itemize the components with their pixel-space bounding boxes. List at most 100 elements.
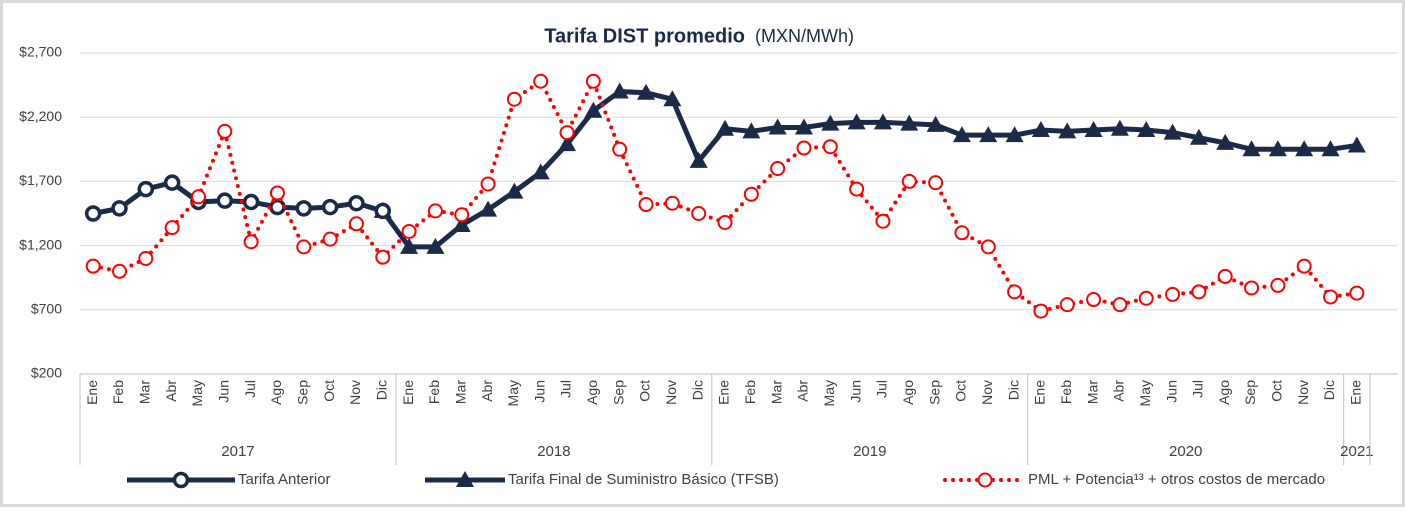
data-point xyxy=(1295,140,1314,157)
data-point xyxy=(1189,128,1208,145)
data-point xyxy=(85,258,101,274)
data-point xyxy=(558,135,577,152)
data-point xyxy=(216,192,234,209)
legend-label: Tarifa Final de Suministro Básico (TFSB) xyxy=(508,471,779,488)
data-point xyxy=(610,82,629,99)
x-tick-label: Dic xyxy=(1321,380,1337,400)
data-point xyxy=(1007,284,1023,300)
data-point xyxy=(664,195,680,211)
data-point xyxy=(1110,119,1129,136)
y-tick-label: $700 xyxy=(31,301,62,317)
data-point xyxy=(1138,290,1154,306)
data-point xyxy=(1191,284,1207,300)
data-point xyxy=(770,161,786,177)
data-point xyxy=(400,237,419,254)
x-tick-label: Ene xyxy=(1032,380,1048,405)
x-tick-label: Dic xyxy=(689,380,705,400)
data-point xyxy=(743,186,759,202)
data-point xyxy=(1268,140,1287,157)
x-tick-label: Abr xyxy=(795,380,811,402)
data-point xyxy=(1058,122,1077,139)
data-point xyxy=(794,118,813,135)
x-tick-label: Oct xyxy=(637,380,653,402)
x-tick-label: Abr xyxy=(479,380,495,402)
x-tick-label: Nov xyxy=(979,380,995,405)
x-tick-label: Abr xyxy=(1111,380,1127,402)
data-point xyxy=(1217,268,1233,284)
x-tick-label: Jun xyxy=(531,380,547,403)
data-point xyxy=(164,220,180,236)
x-tick-label: Ago xyxy=(584,380,600,405)
legend-marker xyxy=(456,471,474,487)
data-point xyxy=(217,123,233,139)
data-point xyxy=(901,173,917,189)
data-point xyxy=(452,216,471,233)
data-point xyxy=(768,118,787,135)
data-point xyxy=(322,231,338,247)
data-point xyxy=(1321,140,1340,157)
data-point xyxy=(928,175,944,191)
data-point xyxy=(689,151,708,168)
data-point xyxy=(1349,285,1365,301)
data-point xyxy=(637,83,656,100)
x-tick-label: Feb xyxy=(110,380,126,404)
x-tick-label: Jul xyxy=(242,380,258,398)
y-tick-label: $1,700 xyxy=(19,172,62,188)
data-point xyxy=(1086,292,1102,308)
data-point xyxy=(873,113,892,130)
data-point xyxy=(505,182,524,199)
x-tick-label: Jun xyxy=(847,380,863,403)
y-tick-label: $1,200 xyxy=(19,236,62,252)
data-point xyxy=(559,125,575,141)
x-tick-label: Sep xyxy=(294,380,310,405)
data-point xyxy=(480,176,496,192)
data-point xyxy=(138,250,154,266)
data-point xyxy=(821,114,840,131)
legend-label: Tarifa Anterior xyxy=(238,471,331,488)
data-point xyxy=(242,193,260,211)
data-point xyxy=(822,139,838,155)
x-tick-label: Nov xyxy=(347,380,363,405)
legend-marker xyxy=(977,472,993,488)
data-point xyxy=(900,114,919,131)
x-tick-label: Ene xyxy=(716,380,732,405)
data-point xyxy=(612,141,628,157)
data-point xyxy=(163,174,181,191)
data-point xyxy=(1165,286,1181,302)
data-point xyxy=(243,234,259,250)
group-label: 2021 xyxy=(1340,443,1373,460)
data-point xyxy=(716,119,734,136)
data-point xyxy=(427,203,443,219)
data-point xyxy=(1005,126,1024,143)
x-tick-label: Ago xyxy=(268,380,284,405)
data-point xyxy=(1084,121,1103,138)
x-tick-label: Feb xyxy=(426,380,442,404)
data-point xyxy=(1112,297,1128,313)
x-tick-label: Nov xyxy=(663,380,679,405)
chart-title: Tarifa DIST promedio xyxy=(544,25,745,47)
group-label: 2020 xyxy=(1169,443,1202,460)
data-point xyxy=(296,239,312,255)
data-point xyxy=(137,180,155,198)
data-point xyxy=(269,185,285,201)
x-tick-label: Ago xyxy=(900,380,916,405)
x-tick-label: Mar xyxy=(452,380,468,404)
data-point xyxy=(1216,133,1235,150)
x-tick-label: Jul xyxy=(1190,380,1206,398)
legend-marker xyxy=(172,471,190,489)
data-point xyxy=(1323,289,1339,305)
data-point xyxy=(479,200,498,217)
data-point xyxy=(454,207,470,223)
group-label: 2017 xyxy=(221,443,254,460)
data-point xyxy=(875,213,891,229)
data-point xyxy=(742,122,761,139)
data-point xyxy=(1059,297,1075,313)
data-point xyxy=(1347,136,1366,153)
data-point xyxy=(374,202,392,220)
x-tick-label: Jun xyxy=(215,380,231,403)
data-point xyxy=(348,194,365,212)
chart-subtitle: (MXN/MWh) xyxy=(755,26,854,46)
x-tick-label: Mar xyxy=(768,380,784,404)
data-point xyxy=(295,200,313,217)
x-tick-label: Ene xyxy=(84,380,100,405)
